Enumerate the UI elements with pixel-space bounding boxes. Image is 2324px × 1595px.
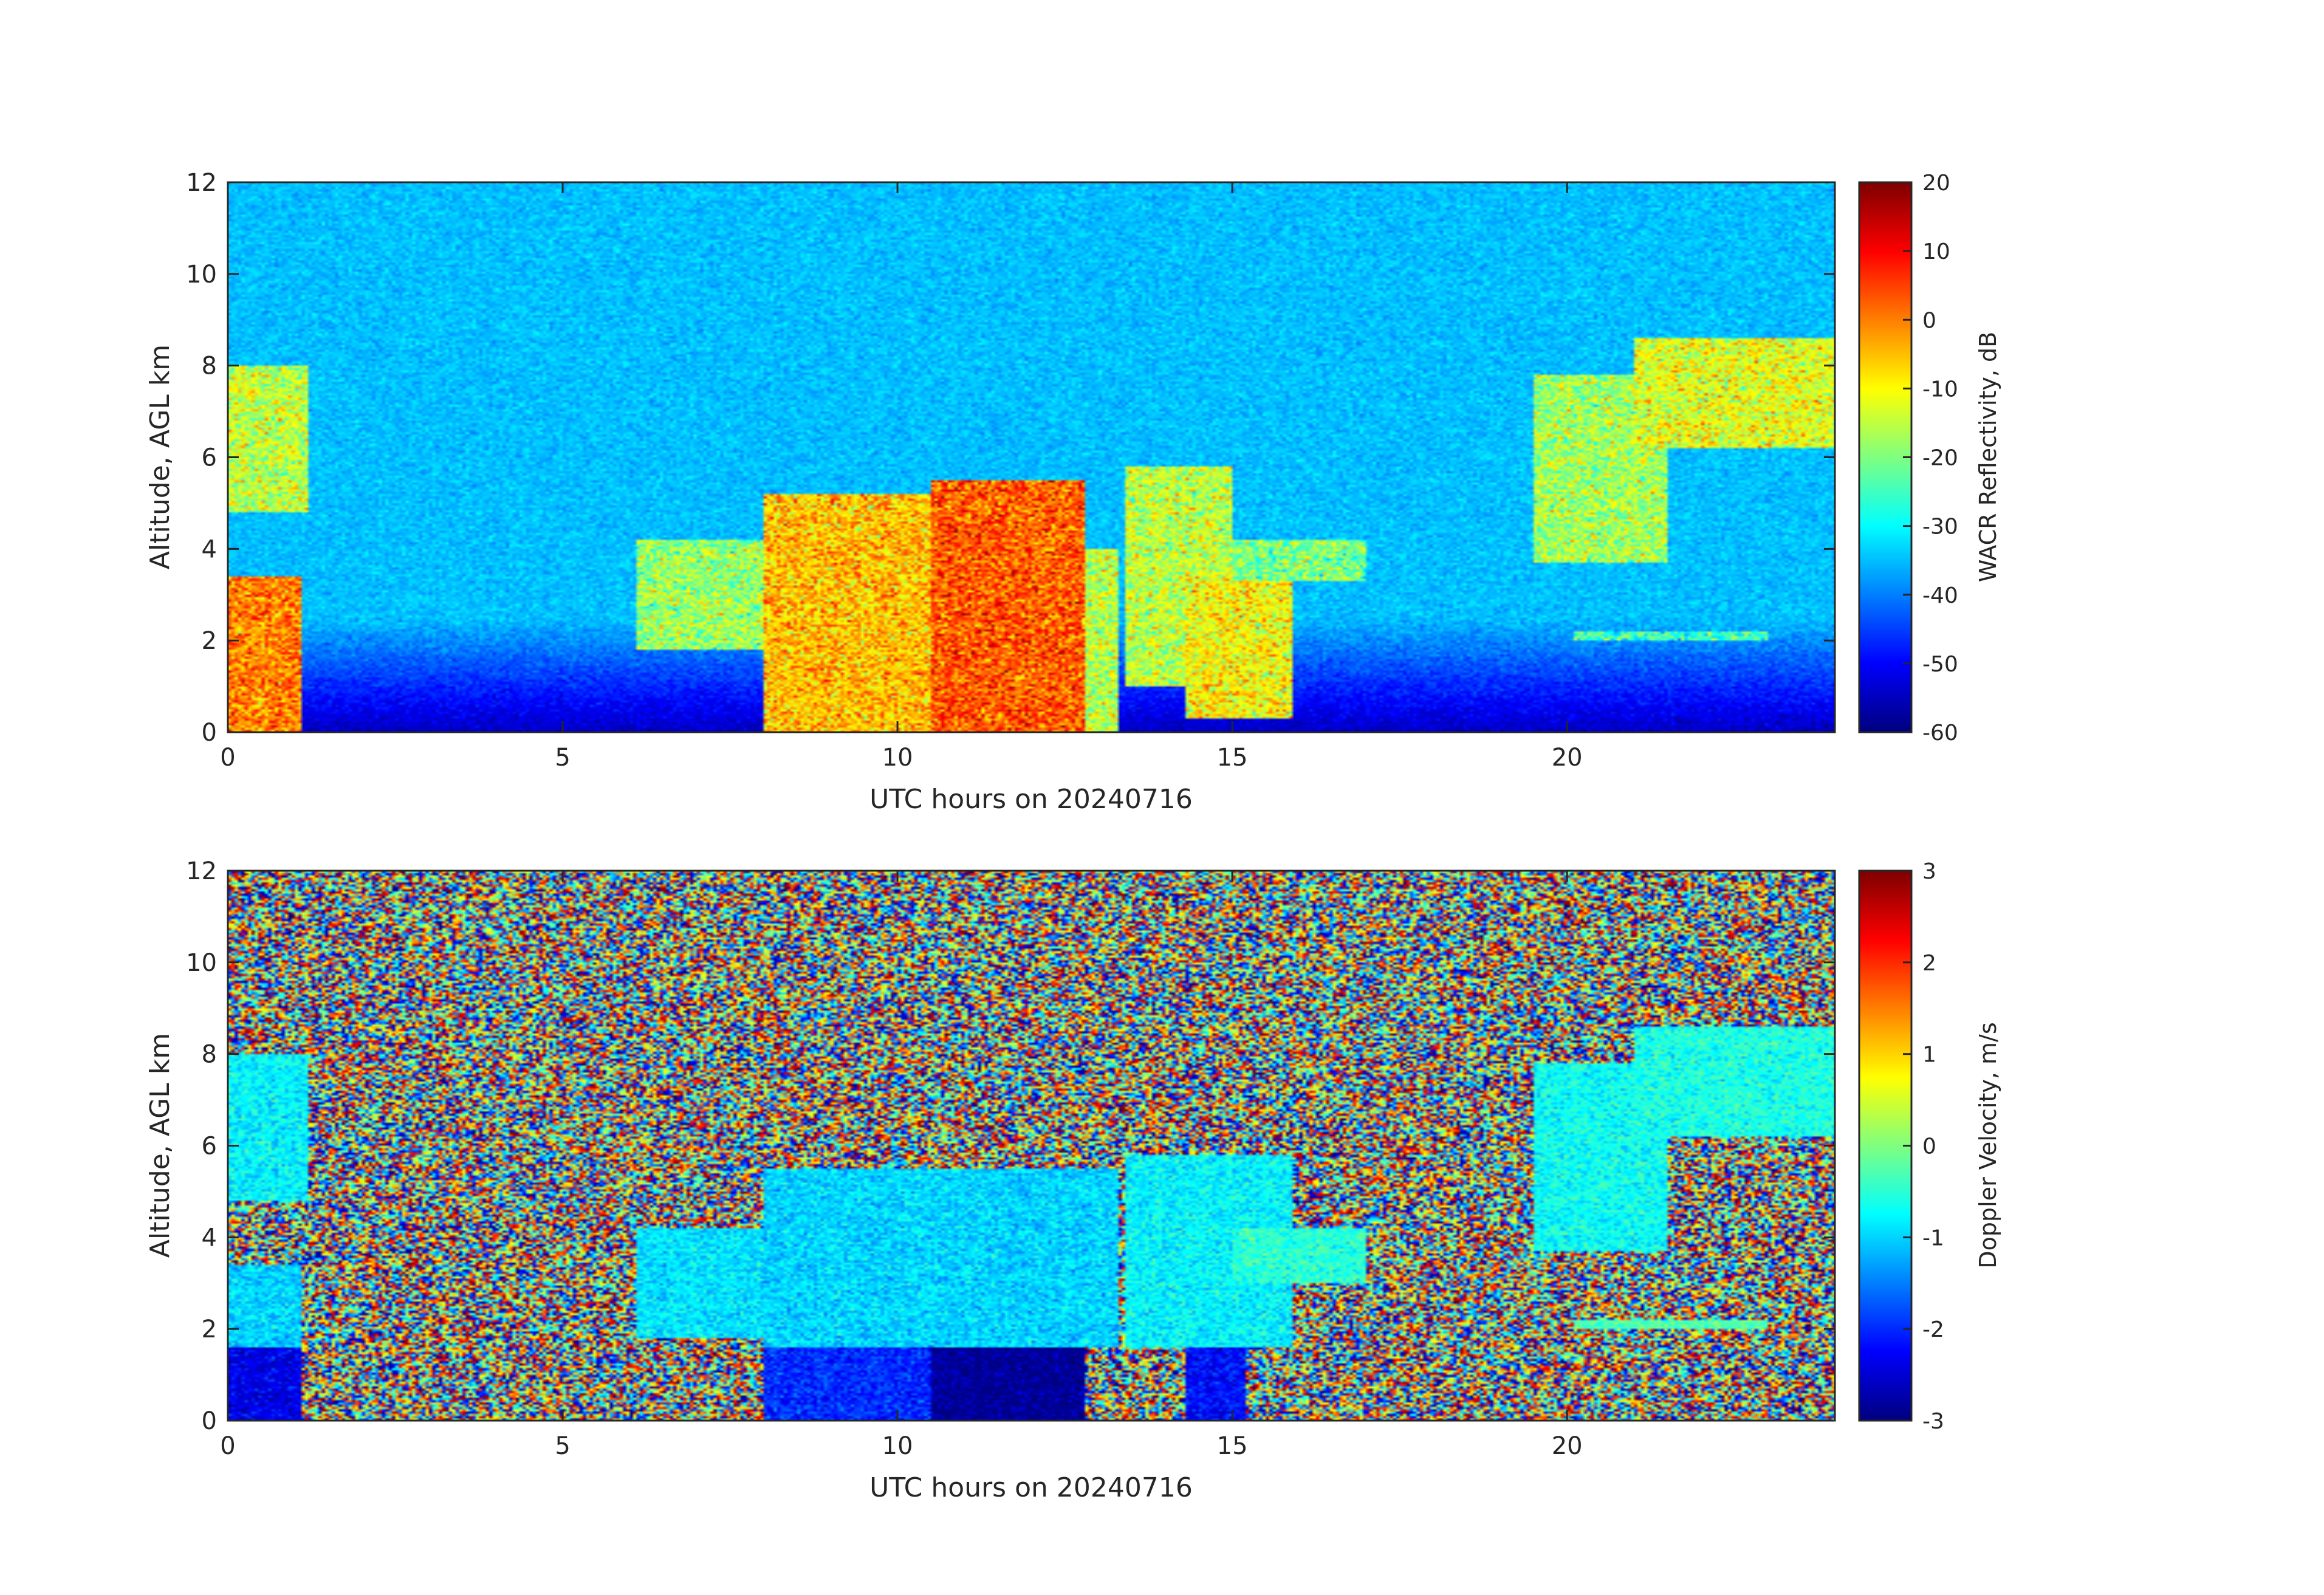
velocity-x-tick-label: 15 <box>1217 1432 1248 1460</box>
reflectivity-x-tick-label: 15 <box>1217 744 1248 772</box>
velocity-x-ticks: 0 5 10 15 20 <box>220 871 1583 1460</box>
velocity-colorbar-tick-label: 0 <box>1922 1134 1936 1159</box>
velocity-colorbar-tick-label: -2 <box>1922 1317 1944 1342</box>
velocity-y-tick-label: 12 <box>186 857 217 885</box>
reflectivity-colorbar-tick-label: 10 <box>1922 239 1950 264</box>
reflectivity-y-tick-label: 4 <box>202 535 217 563</box>
velocity-colorbar-tick-label: 2 <box>1922 951 1936 976</box>
reflectivity-heatmap <box>228 182 1835 732</box>
velocity-x-tick-label: 0 <box>220 1432 235 1460</box>
velocity-y-axis-label: Altitude, AGL km <box>145 1033 176 1258</box>
velocity-colorbar-tick-label: -3 <box>1922 1409 1944 1434</box>
velocity-colorbar <box>1859 871 1911 1421</box>
velocity-y-ticks: 0 2 4 6 8 10 12 <box>186 857 1835 1435</box>
velocity-colorbar-tick-label: -1 <box>1922 1226 1944 1250</box>
reflectivity-colorbar-label: WACR Reflectivity, dB <box>1975 332 2001 582</box>
reflectivity-panel: 0 5 10 15 20 0 2 4 6 8 10 12 UTC hours on 20240716… <box>145 169 2001 815</box>
velocity-y-tick-label: 2 <box>202 1315 217 1343</box>
reflectivity-x-tick-label: 5 <box>555 744 570 772</box>
reflectivity-x-ticks: 0 5 10 15 20 <box>220 182 1583 772</box>
reflectivity-colorbar-tick-label: -10 <box>1922 377 1958 402</box>
reflectivity-y-tick-label: 10 <box>186 261 217 289</box>
reflectivity-colorbar-tick-label: -60 <box>1922 721 1958 746</box>
reflectivity-colorbar-ticks: 20 10 0 -10 -20 -30 -40 -50 -60 <box>1903 171 1958 746</box>
reflectivity-colorbar-tick-label: -40 <box>1922 583 1958 608</box>
velocity-colorbar-tick-label: 1 <box>1922 1043 1936 1068</box>
reflectivity-x-tick-label: 0 <box>220 744 235 772</box>
reflectivity-colorbar-tick-label: 20 <box>1922 171 1950 196</box>
velocity-y-tick-label: 8 <box>202 1041 217 1069</box>
reflectivity-y-ticks: 0 2 4 6 8 10 12 <box>186 169 1835 747</box>
reflectivity-x-tick-label: 20 <box>1552 744 1583 772</box>
reflectivity-y-tick-label: 0 <box>202 719 217 747</box>
reflectivity-colorbar-tick-label: -20 <box>1922 446 1958 471</box>
reflectivity-y-axis-label: Altitude, AGL km <box>145 345 176 569</box>
reflectivity-colorbar <box>1859 182 1911 732</box>
velocity-y-tick-label: 0 <box>202 1407 217 1435</box>
reflectivity-colorbar-tick-label: -30 <box>1922 515 1958 540</box>
velocity-x-axis-label: UTC hours on 20240716 <box>869 1472 1193 1503</box>
reflectivity-x-tick-label: 10 <box>882 744 913 772</box>
reflectivity-y-tick-label: 2 <box>202 627 217 655</box>
velocity-colorbar-tick-label: 3 <box>1922 859 1936 884</box>
velocity-heatmap <box>228 871 1835 1421</box>
reflectivity-colorbar-tick-label: -50 <box>1922 652 1958 677</box>
velocity-colorbar-ticks: 3 2 1 0 -1 -2 -3 <box>1903 859 1944 1434</box>
reflectivity-colorbar-tick-label: 0 <box>1922 308 1936 333</box>
velocity-x-tick-label: 20 <box>1552 1432 1583 1460</box>
velocity-x-tick-label: 10 <box>882 1432 913 1460</box>
velocity-y-tick-label: 10 <box>186 949 217 977</box>
reflectivity-y-tick-label: 8 <box>202 352 217 380</box>
reflectivity-x-axis-label: UTC hours on 20240716 <box>869 784 1193 815</box>
velocity-y-tick-label: 6 <box>202 1133 217 1161</box>
velocity-x-tick-label: 5 <box>555 1432 570 1460</box>
velocity-y-tick-label: 4 <box>202 1224 217 1252</box>
reflectivity-y-tick-label: 6 <box>202 444 217 472</box>
reflectivity-y-tick-label: 12 <box>186 169 217 197</box>
velocity-colorbar-label: Doppler Velocity, m/s <box>1975 1022 2001 1268</box>
